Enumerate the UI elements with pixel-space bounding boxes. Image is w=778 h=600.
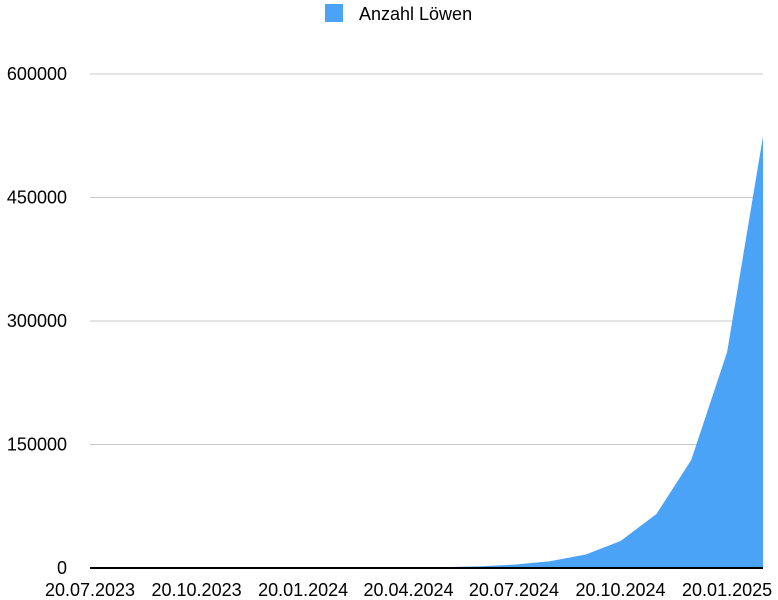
y-tick-label: 300000	[7, 311, 67, 331]
series-area-anzahl-loewen	[90, 136, 763, 568]
legend-swatch	[325, 4, 343, 22]
y-tick-label: 450000	[7, 188, 67, 208]
legend: Anzahl Löwen	[325, 4, 472, 24]
y-tick-label: 600000	[7, 64, 67, 84]
x-tick-label: 20.10.2024	[575, 580, 665, 600]
x-tick-label: 20.04.2024	[363, 580, 453, 600]
x-tick-label: 20.07.2023	[45, 580, 135, 600]
plot-area	[90, 136, 763, 568]
legend-label: Anzahl Löwen	[359, 4, 472, 24]
axes: 0 150000 300000 450000 600000 20.07.2023 20.10…	[7, 64, 772, 600]
gridlines	[90, 73, 763, 445]
y-tick-label: 150000	[7, 435, 67, 455]
y-tick-label: 0	[57, 558, 67, 578]
x-tick-label: 20.07.2024	[469, 580, 559, 600]
x-tick-label: 20.10.2023	[152, 580, 242, 600]
x-tick-label: 20.01.2025	[682, 580, 772, 600]
x-tick-label: 20.01.2024	[258, 580, 348, 600]
